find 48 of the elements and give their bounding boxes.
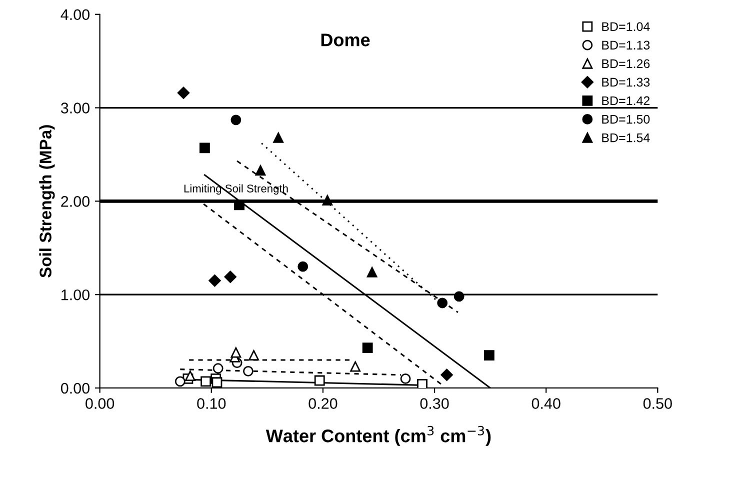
- legend-label: BD=1.42: [602, 96, 650, 106]
- y-tick-label: 4.00: [60, 9, 90, 20]
- point: [230, 114, 242, 126]
- y-tick-label: 2.00: [61, 196, 90, 207]
- y-tick-label: 0.00: [60, 382, 90, 394]
- x-tick-label: 0.50: [643, 398, 672, 409]
- point: [212, 377, 222, 388]
- y-tick-label: 3.00: [60, 102, 90, 114]
- x-tick-label: 0.00: [86, 398, 114, 409]
- point: [248, 350, 259, 361]
- legend-label: BD=1.50: [602, 114, 650, 124]
- point: [174, 376, 186, 387]
- point: [437, 298, 448, 308]
- legend-label: BD=1.54: [602, 133, 650, 142]
- x-tick-label: 0.40: [532, 398, 560, 409]
- point: [314, 375, 325, 386]
- point: [224, 270, 236, 283]
- x-tick-label: 0.10: [197, 398, 226, 409]
- point: [417, 379, 428, 388]
- point: [400, 373, 411, 384]
- point: [255, 165, 266, 176]
- y-axis-title: Soil Strength (MPa): [39, 125, 55, 278]
- x-tick-label: 0.20: [308, 398, 338, 409]
- legend-label: BD=1.04: [602, 22, 650, 32]
- x-axis-title: Water Content (cm$^{3}$ cm$^{−3}$): [266, 426, 491, 446]
- point: [184, 370, 196, 382]
- legend-label: BD=1.33: [602, 78, 650, 87]
- point: [273, 132, 284, 143]
- y-tick-label: 1.00: [62, 289, 90, 300]
- point: [350, 361, 361, 372]
- point: [230, 347, 242, 358]
- legend-label: BD=1.13: [602, 40, 650, 50]
- point: [362, 342, 373, 354]
- point: [200, 376, 212, 387]
- point: [177, 86, 190, 99]
- x-tick-label: 0.30: [420, 398, 449, 409]
- point: [199, 142, 210, 154]
- point: [454, 291, 464, 302]
- point: [484, 350, 494, 361]
- point: [208, 274, 221, 287]
- point: [322, 195, 333, 206]
- point: [298, 261, 308, 272]
- text: Dome: [321, 34, 370, 46]
- point: [212, 363, 224, 374]
- point: [366, 266, 378, 278]
- point: [440, 368, 453, 382]
- point: [243, 366, 254, 376]
- legend-label: BD=1.26: [602, 59, 650, 68]
